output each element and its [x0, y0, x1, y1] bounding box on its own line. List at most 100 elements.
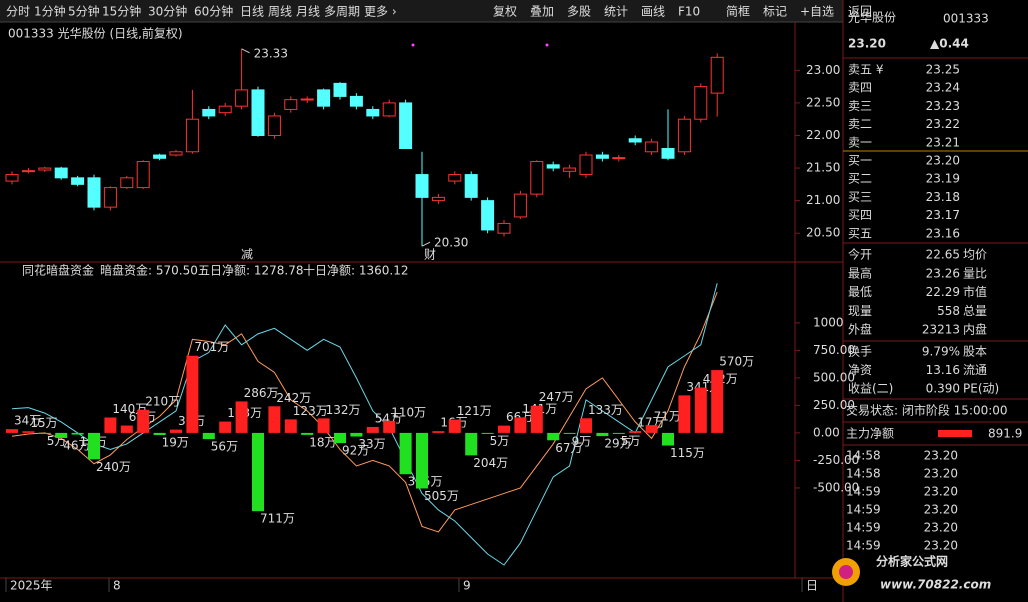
candle-body	[267, 115, 281, 136]
toolbar-item[interactable]: 5分钟	[68, 4, 100, 19]
candle-body	[645, 141, 659, 153]
tick-price: 23.20	[924, 539, 958, 553]
y-tick-label: -500.00	[813, 480, 859, 494]
candle-body	[399, 102, 413, 150]
logo	[839, 565, 853, 579]
stat-label: 外盘	[848, 322, 872, 337]
y-tick-label: 22.00	[806, 128, 840, 142]
flow-bar	[694, 387, 707, 433]
toolbar-item[interactable]: 更多 ›	[364, 5, 397, 19]
level-price: 23.23	[926, 99, 960, 113]
flow-bar	[580, 418, 592, 433]
toolbar-item[interactable]: 多股	[567, 5, 591, 19]
candle-body	[415, 174, 429, 198]
candle-body	[579, 154, 593, 176]
stat-label: 均价	[963, 248, 987, 262]
level-label: 卖一	[848, 135, 872, 149]
change: ▲0.44	[930, 37, 969, 51]
flow-bar	[448, 419, 461, 433]
bar-label: 121万	[457, 404, 492, 418]
toolbar-item[interactable]: 多周期	[324, 5, 360, 19]
bar-label: 240万	[96, 460, 131, 474]
candle-body	[349, 95, 363, 107]
toolbar-item[interactable]: +自选	[800, 5, 834, 19]
toolbar-item[interactable]: 分时	[6, 5, 30, 19]
level-label: 买四	[848, 208, 872, 222]
y-tick-label: 23.00	[806, 63, 840, 77]
flow-bar	[137, 409, 150, 433]
flow-bar	[629, 431, 642, 433]
content: 分时 1分钟 5分钟 15分钟 30分钟 60分钟 日线 周线 月线 多周期 更多 › 复权 叠加 多股统…	[5, 4, 1028, 593]
toolbar-item[interactable]: 30分钟	[148, 4, 187, 19]
main-bar	[938, 430, 972, 437]
flow-bar	[120, 425, 133, 433]
flow-bar	[88, 432, 100, 460]
bar-label: 210万	[145, 394, 180, 408]
flow-bar	[55, 432, 68, 438]
flow-bar	[268, 406, 281, 433]
flow-bar	[317, 418, 330, 433]
stat-label: 最低	[848, 285, 872, 299]
flow-bar	[153, 432, 166, 435]
toolbar-item[interactable]: 周线	[268, 5, 292, 19]
toolbar-item[interactable]: 简框	[726, 5, 750, 19]
toolbar-item[interactable]: 标记	[763, 5, 787, 19]
indicator-name: 同花暗盘资金	[22, 263, 94, 278]
last-price: 23.20	[848, 37, 886, 51]
flow-bar	[104, 417, 117, 433]
candle-body	[481, 200, 495, 231]
event: 财	[424, 248, 436, 262]
main-value: 891.9	[988, 427, 1022, 441]
low-note: 20.30	[434, 236, 468, 250]
event: 减	[241, 248, 253, 262]
stat-value: 23213	[922, 323, 960, 337]
indicator-field: 五日净额: 1278.78	[198, 264, 303, 278]
flow-bar	[170, 429, 182, 433]
toolbar-item[interactable]: 返回	[848, 5, 872, 19]
bar-label: 46万	[63, 438, 90, 452]
toolbar-bg	[0, 0, 843, 22]
candle-body	[513, 193, 527, 218]
candle-body	[694, 86, 708, 120]
tick-price: 23.20	[924, 503, 958, 517]
candle-body	[103, 187, 117, 208]
flow-bar	[662, 432, 674, 446]
flow-bar	[186, 355, 199, 433]
candle-body	[54, 167, 68, 179]
flow-bar	[432, 431, 445, 433]
toolbar-item[interactable]: F10	[678, 5, 700, 19]
bar-label: 132万	[326, 403, 361, 417]
candle-body	[21, 170, 35, 173]
flow-bar	[284, 419, 297, 433]
flow-bar	[22, 431, 35, 433]
y-tick-label: 1000	[813, 315, 844, 329]
toolbar-item[interactable]: 画线	[641, 5, 665, 19]
toolbar-item[interactable]: 15分钟	[102, 4, 141, 19]
stat-label: 股本	[963, 345, 987, 359]
candle-body	[317, 89, 331, 107]
bar-label: 56万	[211, 440, 238, 454]
candle-body	[661, 148, 675, 159]
bar-label: 110万	[391, 405, 426, 419]
stat-label: 总量	[963, 304, 987, 318]
toolbar-item[interactable]: 60分钟	[194, 4, 233, 19]
bar-label: 133万	[588, 403, 623, 417]
watermark-name: 分析家公式网	[876, 554, 948, 569]
bar-label: 66万	[506, 410, 533, 424]
candle-body	[612, 157, 626, 160]
candle-body	[563, 167, 577, 172]
toolbar-item[interactable]: 统计	[604, 5, 628, 19]
candle-body	[218, 105, 232, 114]
toolbar-item[interactable]: 日线	[240, 5, 264, 19]
toolbar-item[interactable]: 复权	[493, 5, 517, 19]
chart-title: 001333 光华股份 (日线,前复权)	[8, 26, 183, 41]
level-price: 23.22	[926, 117, 960, 131]
level-label: 买二	[848, 172, 872, 186]
bar-label: 123万	[293, 404, 328, 418]
toolbar-item[interactable]: 月线	[296, 5, 320, 19]
toolbar-item[interactable]: 叠加	[530, 5, 554, 19]
stock-name: 光华股份	[848, 11, 896, 25]
toolbar-item[interactable]: 1分钟	[34, 4, 66, 19]
y-tick-label: 750.00	[813, 343, 855, 357]
